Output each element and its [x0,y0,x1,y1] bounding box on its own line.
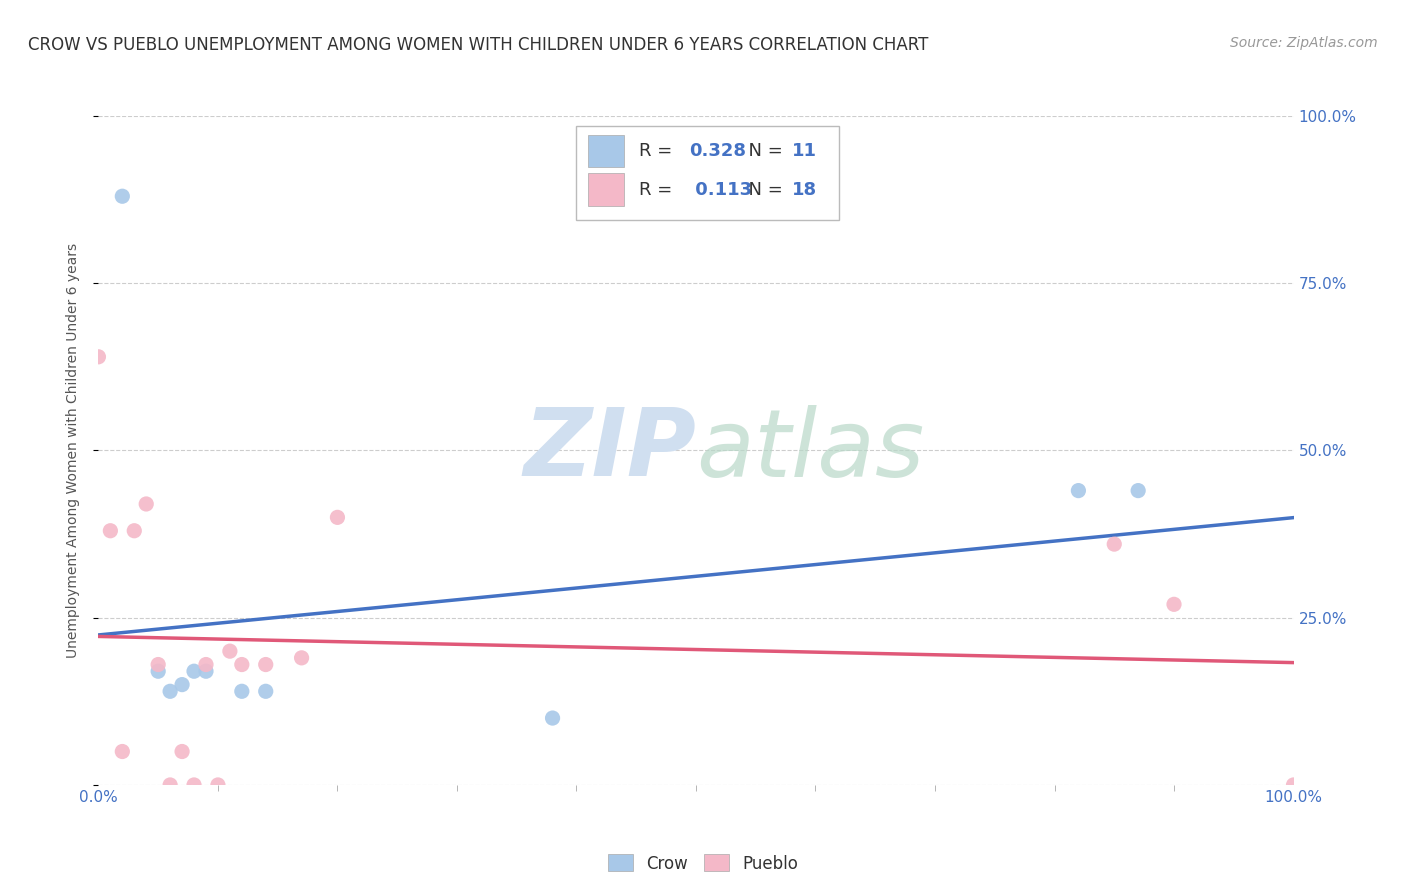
Point [148,657,170,672]
Point [98,524,122,538]
Text: 11: 11 [792,143,817,161]
Point [541,711,564,725]
Point [172,744,194,758]
Text: 0.113: 0.113 [689,180,752,199]
Point [148,664,170,679]
Text: N =: N = [737,180,789,199]
Legend: Crow, Pueblo: Crow, Pueblo [600,847,806,880]
Point [291,651,314,665]
Point [254,684,277,698]
Point [111,189,134,203]
Text: CROW VS PUEBLO UNEMPLOYMENT AMONG WOMEN WITH CHILDREN UNDER 6 YEARS CORRELATION : CROW VS PUEBLO UNEMPLOYMENT AMONG WOMEN … [28,36,928,54]
Text: 18: 18 [792,180,817,199]
Point [159,778,181,792]
FancyBboxPatch shape [589,173,624,206]
Point [326,510,349,524]
Point [183,664,205,679]
Point [1067,483,1090,498]
Point [124,524,146,538]
Text: ZIP: ZIP [523,404,696,497]
Point [183,778,205,792]
Point [1104,537,1126,551]
Text: R =: R = [638,180,678,199]
Point [219,644,242,658]
Point [231,684,253,698]
Point [195,657,218,672]
Point [195,664,218,679]
Text: R =: R = [638,143,678,161]
Point [87,350,110,364]
Text: 0.328: 0.328 [689,143,745,161]
Point [1282,778,1305,792]
Point [1128,483,1150,498]
FancyBboxPatch shape [589,136,624,168]
Text: N =: N = [737,143,789,161]
Y-axis label: Unemployment Among Women with Children Under 6 years: Unemployment Among Women with Children U… [66,243,80,658]
Point [254,657,277,672]
Point [207,778,229,792]
Text: Source: ZipAtlas.com: Source: ZipAtlas.com [1230,36,1378,50]
Point [159,684,181,698]
Point [135,497,157,511]
Text: atlas: atlas [696,405,924,496]
Point [172,678,194,692]
Point [1163,598,1185,612]
Point [111,744,134,758]
FancyBboxPatch shape [576,126,839,219]
Point [231,657,253,672]
